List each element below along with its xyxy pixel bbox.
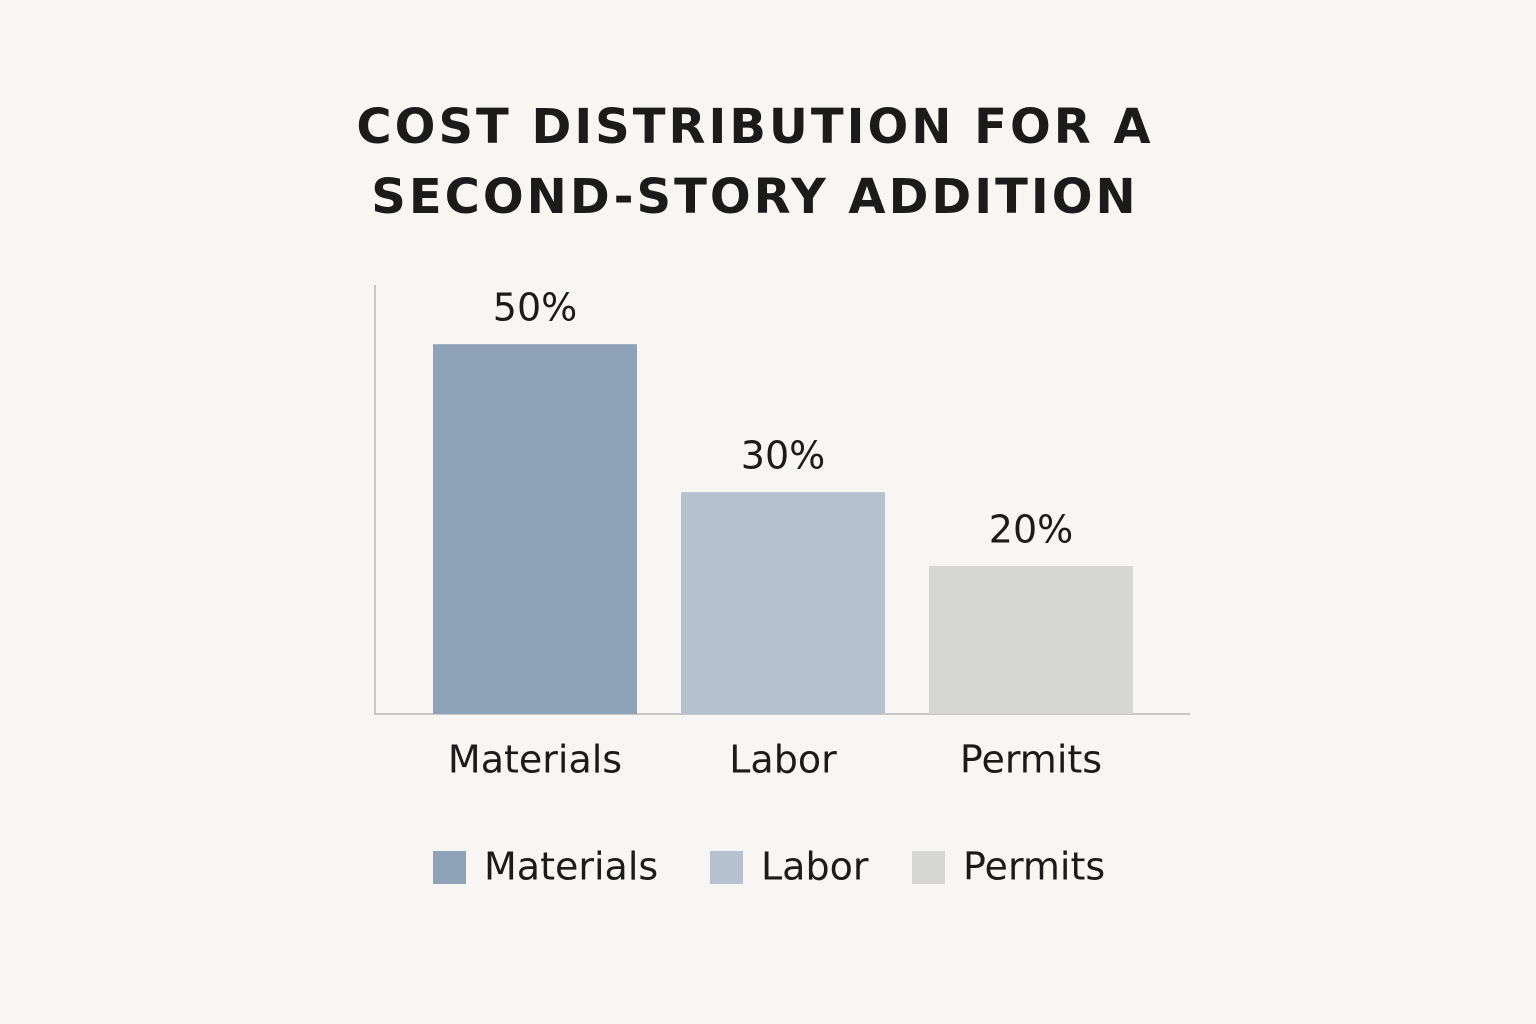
value-label: 20% [989, 508, 1073, 552]
legend-label: Materials [484, 845, 658, 889]
legend-swatch [912, 851, 945, 884]
x-tick-label: Permits [960, 738, 1102, 782]
legend-swatch [433, 851, 466, 884]
x-tick-label: Labor [729, 738, 837, 782]
bar [681, 492, 885, 714]
bar [929, 566, 1133, 714]
chart-title: COST DISTRIBUTION FOR A SECOND-STORY ADD… [356, 99, 1154, 225]
value-label: 30% [741, 434, 825, 478]
bar [433, 344, 637, 714]
legend-label: Permits [963, 845, 1105, 889]
x-tick-label: Materials [448, 738, 622, 782]
legend-swatch [710, 851, 743, 884]
value-label: 50% [493, 286, 577, 330]
legend-label: Labor [761, 845, 869, 889]
